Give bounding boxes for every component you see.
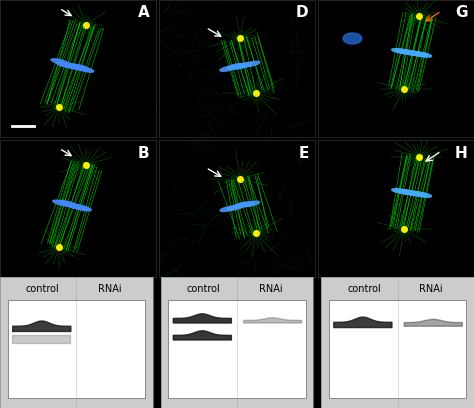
Ellipse shape (233, 202, 250, 208)
Text: control: control (26, 284, 60, 294)
Ellipse shape (243, 201, 260, 206)
Ellipse shape (71, 204, 89, 211)
Ellipse shape (392, 49, 410, 53)
Ellipse shape (400, 50, 419, 55)
Ellipse shape (236, 62, 253, 68)
Ellipse shape (228, 64, 244, 69)
Ellipse shape (58, 200, 76, 206)
Ellipse shape (405, 191, 423, 196)
FancyBboxPatch shape (8, 299, 145, 397)
Ellipse shape (62, 63, 80, 69)
Text: I: I (395, 256, 401, 271)
Ellipse shape (409, 51, 427, 56)
Ellipse shape (220, 66, 237, 71)
Ellipse shape (343, 33, 362, 44)
FancyBboxPatch shape (329, 299, 466, 397)
Text: RNAi: RNAi (259, 284, 283, 294)
Text: H: H (455, 146, 468, 161)
Ellipse shape (396, 49, 414, 54)
Ellipse shape (51, 59, 69, 65)
Ellipse shape (409, 191, 427, 197)
FancyBboxPatch shape (168, 299, 306, 397)
Ellipse shape (232, 64, 248, 69)
Ellipse shape (243, 61, 260, 67)
Text: control: control (186, 284, 220, 294)
Ellipse shape (62, 202, 80, 208)
Ellipse shape (71, 64, 89, 70)
Ellipse shape (237, 202, 254, 207)
Text: F: F (232, 256, 242, 271)
Ellipse shape (76, 66, 94, 72)
Ellipse shape (67, 64, 85, 70)
Ellipse shape (413, 192, 431, 197)
Ellipse shape (53, 200, 71, 206)
Ellipse shape (220, 206, 237, 211)
Text: D: D (296, 5, 309, 20)
Text: E: E (298, 146, 309, 161)
Ellipse shape (56, 62, 74, 68)
Text: C: C (71, 256, 82, 271)
Ellipse shape (73, 205, 91, 211)
Ellipse shape (227, 205, 244, 210)
Text: control: control (347, 284, 381, 294)
Text: RNAi: RNAi (98, 284, 122, 294)
Ellipse shape (413, 52, 431, 57)
Ellipse shape (66, 203, 84, 209)
Ellipse shape (400, 190, 419, 195)
Text: B: B (138, 146, 150, 161)
Text: RNAi: RNAi (419, 284, 443, 294)
Text: G: G (455, 5, 468, 20)
Ellipse shape (405, 51, 423, 56)
Ellipse shape (392, 188, 410, 194)
Text: A: A (138, 5, 150, 20)
Ellipse shape (396, 189, 414, 195)
